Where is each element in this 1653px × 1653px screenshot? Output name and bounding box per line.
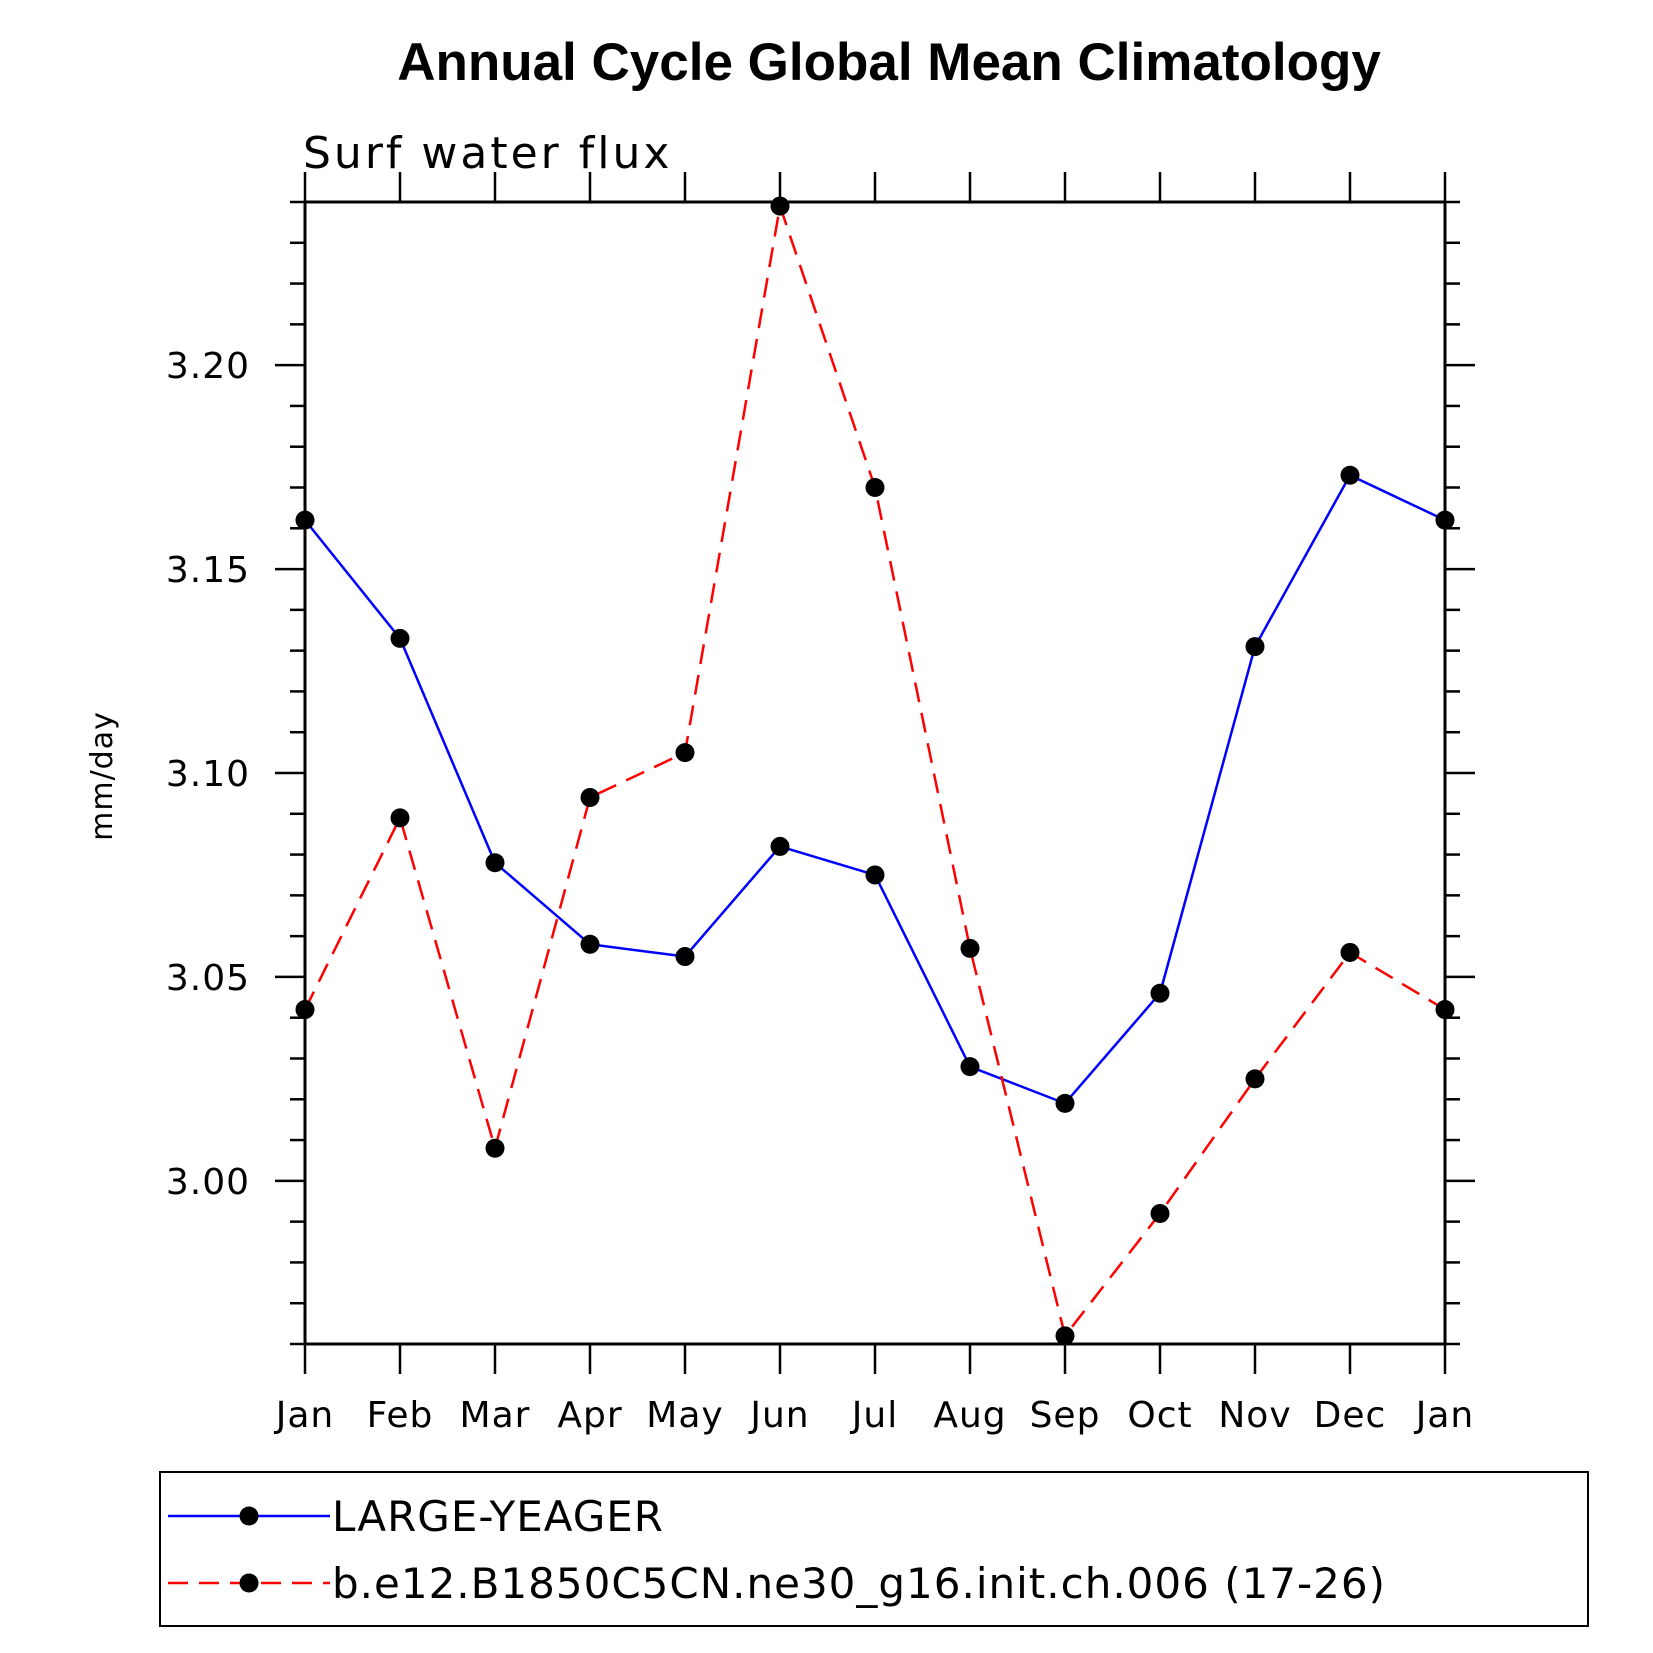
series-1-point bbox=[770, 196, 790, 216]
series-1-point bbox=[1245, 1069, 1265, 1089]
series-1-point bbox=[675, 743, 695, 763]
series-0-point bbox=[1340, 465, 1360, 485]
legend-box bbox=[159, 1471, 1589, 1627]
y-tick-label: 3.15 bbox=[166, 550, 250, 591]
legend-label-1: b.e12.B1850C5CN.ne30_g16.init.ch.006 (17… bbox=[332, 1559, 1386, 1608]
series-1-point bbox=[1150, 1203, 1170, 1223]
series-0-point bbox=[865, 865, 885, 885]
chart-title: Annual Cycle Global Mean Climatology bbox=[397, 33, 1381, 92]
y-tick-label: 3.00 bbox=[166, 1162, 250, 1203]
x-tick-label: May bbox=[646, 1395, 723, 1436]
series-markers bbox=[295, 196, 1455, 1346]
chart-subtitle: Surf water flux bbox=[303, 128, 672, 179]
series-line-1 bbox=[303, 204, 1446, 1338]
plot-frame bbox=[303, 200, 1447, 1346]
x-tick-label: Jan bbox=[1414, 1395, 1475, 1436]
x-tick-label: Feb bbox=[367, 1395, 434, 1436]
series-1-point bbox=[865, 478, 885, 497]
legend: LARGE-YEAGER b.e12.B1850C5CN.ne30_g16.ini… bbox=[159, 1471, 1589, 1627]
series-0-point bbox=[485, 853, 505, 873]
x-tick-label: Jun bbox=[748, 1395, 809, 1436]
x-tick-label: Sep bbox=[1030, 1395, 1101, 1436]
legend-marker-0 bbox=[239, 1506, 259, 1526]
series-0-point bbox=[960, 1057, 980, 1077]
series-0-point bbox=[390, 628, 410, 648]
series-1-point bbox=[1055, 1326, 1075, 1346]
series-0-point bbox=[1150, 983, 1170, 1003]
series-0-point bbox=[1245, 637, 1265, 657]
series-1-point bbox=[960, 938, 980, 958]
series-1-point bbox=[390, 808, 410, 828]
axis-ticks bbox=[275, 172, 1475, 1374]
y-tick-label: 3.20 bbox=[166, 346, 250, 387]
legend-label-0: LARGE-YEAGER bbox=[332, 1492, 664, 1541]
series-1-point bbox=[1340, 942, 1360, 962]
y-tick-label: 3.10 bbox=[166, 754, 250, 795]
legend-items: LARGE-YEAGER b.e12.B1850C5CN.ne30_g16.ini… bbox=[168, 1492, 1386, 1608]
series-1-point bbox=[580, 787, 600, 807]
series-0-point bbox=[580, 934, 600, 954]
x-tick-label: Dec bbox=[1314, 1395, 1387, 1436]
series-lines bbox=[303, 204, 1446, 1338]
y-tick-label: 3.05 bbox=[166, 958, 250, 999]
y-axis-label: mm/day bbox=[85, 711, 120, 841]
series-0-point bbox=[1055, 1093, 1075, 1113]
x-tick-label: Aug bbox=[933, 1395, 1006, 1436]
series-0-point bbox=[770, 836, 790, 856]
series-line-0 bbox=[304, 474, 1446, 1105]
x-tick-label: Apr bbox=[557, 1395, 622, 1436]
x-tick-label: Jan bbox=[274, 1395, 335, 1436]
legend-marker-1 bbox=[239, 1573, 259, 1593]
x-tick-label: Jul bbox=[850, 1395, 898, 1436]
tick-labels: Jan Feb Mar Apr May Jun Jul Aug Sep Oct Nov Dec Jan 3… bbox=[166, 346, 1475, 1436]
x-tick-label: Nov bbox=[1218, 1395, 1291, 1436]
x-tick-label: Oct bbox=[1127, 1395, 1192, 1436]
series-1-point bbox=[485, 1138, 505, 1158]
series-0-point bbox=[675, 947, 695, 967]
x-tick-label: Mar bbox=[460, 1395, 531, 1436]
